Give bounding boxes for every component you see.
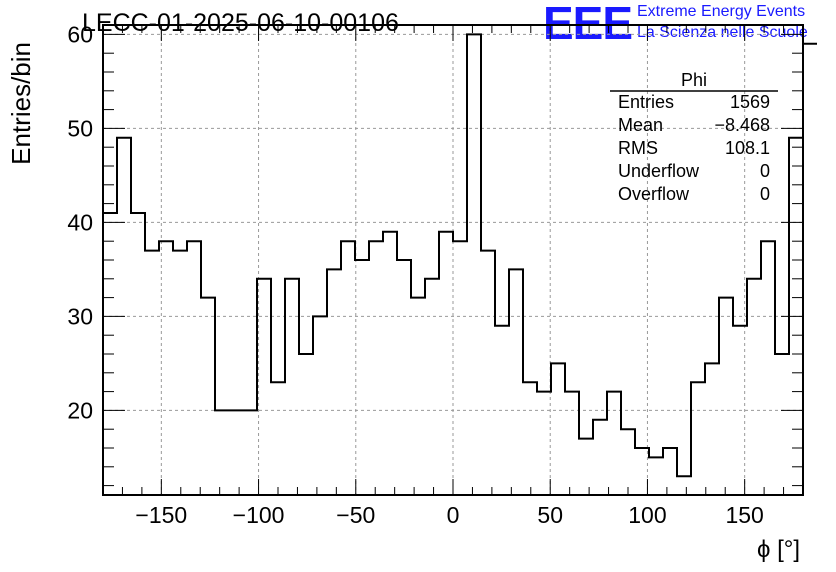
histogram-bin <box>173 251 187 495</box>
histogram-bin <box>341 241 355 495</box>
x-tick-label: −150 <box>135 502 187 528</box>
stats-title-row: Phi <box>618 70 770 91</box>
histogram-bin <box>229 410 243 495</box>
histogram-bin <box>705 363 719 495</box>
histogram-bin <box>523 382 537 495</box>
histogram-bin <box>425 279 439 495</box>
histogram-bin <box>243 410 257 495</box>
histogram-bin <box>677 476 691 495</box>
histogram-bin <box>691 382 705 495</box>
y-tick-label: 60 <box>67 21 93 47</box>
stats-value: 0 <box>759 161 770 181</box>
histogram-bin <box>411 298 425 495</box>
histogram-bin <box>593 420 607 495</box>
histogram-bin <box>355 260 369 495</box>
x-tick-label: 150 <box>725 502 763 528</box>
y-tick-label: 20 <box>67 397 93 423</box>
histogram-bin <box>271 382 285 495</box>
stats-label: RMS <box>618 138 658 158</box>
stats-label: Underflow <box>618 161 700 181</box>
stats-value: −8.468 <box>714 115 770 135</box>
histogram-bin <box>607 392 621 495</box>
histogram-bin <box>257 279 271 495</box>
histogram-bin <box>187 241 201 495</box>
stats-label: Entries <box>618 92 675 112</box>
histogram-bin <box>439 232 453 495</box>
histogram-bin <box>537 392 551 495</box>
y-tick-label: 40 <box>67 209 93 235</box>
histogram-bin <box>663 448 677 495</box>
histogram-bin <box>621 429 635 495</box>
histogram-bin <box>453 241 467 495</box>
histogram-bin <box>103 213 117 495</box>
histogram-bin <box>397 260 411 495</box>
eee-logo: EEE <box>543 0 633 49</box>
brand-line-2: La Scienza nelle Scuole <box>637 24 808 41</box>
histogram-bin <box>327 269 341 495</box>
stats-label: Mean <box>618 115 664 135</box>
histogram-bin <box>551 363 565 495</box>
y-axis-label: Entries/bin <box>6 42 36 165</box>
histogram-bin <box>761 241 775 495</box>
histogram-bin <box>313 316 327 495</box>
histogram-bin <box>495 326 509 495</box>
histogram-line <box>103 33 817 478</box>
stats-value: 0 <box>759 184 770 204</box>
histogram-bin <box>159 241 173 495</box>
stats-value: 1569 <box>729 92 770 112</box>
histogram-bin <box>131 213 145 495</box>
histogram-bin <box>117 138 131 495</box>
x-axis-label: ϕ [°] <box>757 536 800 563</box>
histogram-bin <box>383 232 397 495</box>
histogram-bin <box>719 298 733 495</box>
histogram-bin <box>509 269 523 495</box>
plot-frame <box>102 24 804 496</box>
histogram-bin <box>579 439 593 495</box>
histogram-bin <box>467 34 481 495</box>
chart-title: LECC-01-2025-06-10-00106 <box>82 9 399 37</box>
histogram-bin <box>789 138 803 495</box>
histogram-bin <box>775 354 789 495</box>
histogram-bin <box>369 241 383 495</box>
y-tick-label: 30 <box>67 303 93 329</box>
histogram-bin <box>649 457 663 495</box>
histogram-bin <box>215 410 229 495</box>
x-tick-label: −50 <box>336 502 375 528</box>
stats-name: Phi <box>680 70 707 90</box>
histogram-bin <box>565 392 579 495</box>
histogram-bin <box>733 326 747 495</box>
x-tick-label: 0 <box>447 502 460 528</box>
y-tick-label: 50 <box>67 115 93 141</box>
x-tick-label: 50 <box>537 502 563 528</box>
histogram-bin <box>635 448 649 495</box>
histogram-bin <box>145 251 159 495</box>
x-tick-label: 100 <box>628 502 666 528</box>
x-tick-label: −100 <box>233 502 285 528</box>
brand-line-1: Extreme Energy Events <box>637 3 806 20</box>
stats-value: 108.1 <box>724 138 770 158</box>
histogram-bin <box>481 251 495 495</box>
histogram-bin <box>747 279 761 495</box>
histogram-bin <box>201 298 215 495</box>
histogram-bin <box>299 354 313 495</box>
histogram-bin <box>285 279 299 495</box>
histogram-bin <box>803 44 817 495</box>
stats-label: Overflow <box>618 184 690 204</box>
